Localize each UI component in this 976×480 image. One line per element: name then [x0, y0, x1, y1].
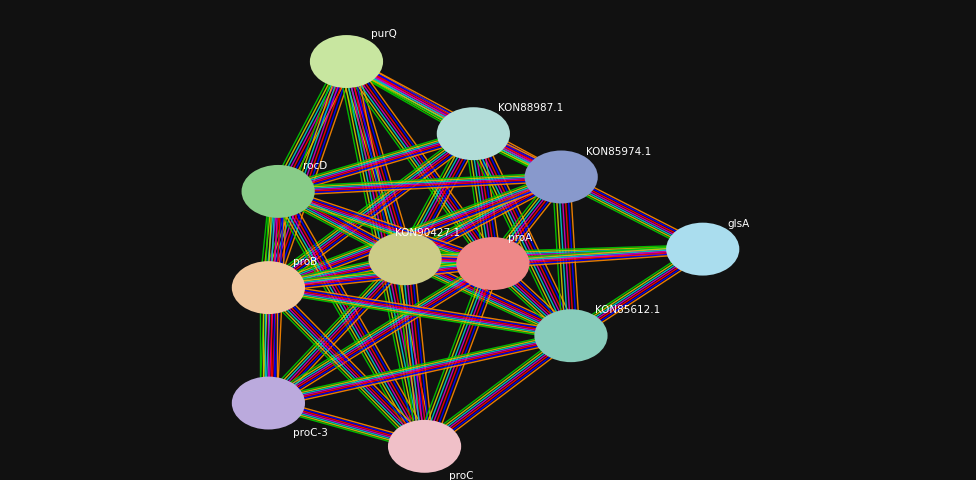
- Text: KON90427.1: KON90427.1: [395, 228, 461, 238]
- Ellipse shape: [456, 238, 530, 290]
- Ellipse shape: [666, 223, 740, 276]
- Ellipse shape: [309, 36, 383, 89]
- Ellipse shape: [534, 310, 607, 362]
- Ellipse shape: [232, 377, 305, 430]
- Text: purQ: purQ: [371, 29, 397, 38]
- Ellipse shape: [388, 420, 462, 473]
- Ellipse shape: [232, 262, 305, 314]
- Text: proC-3: proC-3: [293, 427, 328, 437]
- Text: proB: proB: [293, 257, 317, 266]
- Text: KON85974.1: KON85974.1: [586, 146, 651, 156]
- Ellipse shape: [437, 108, 510, 161]
- Text: proC: proC: [449, 470, 473, 480]
- Ellipse shape: [525, 151, 597, 204]
- Ellipse shape: [242, 166, 314, 218]
- Text: glsA: glsA: [727, 218, 750, 228]
- Text: KON88987.1: KON88987.1: [498, 103, 563, 113]
- Ellipse shape: [368, 233, 441, 286]
- Text: KON85612.1: KON85612.1: [595, 305, 661, 314]
- Text: proA: proA: [508, 233, 532, 242]
- Text: rocD: rocD: [303, 161, 327, 170]
